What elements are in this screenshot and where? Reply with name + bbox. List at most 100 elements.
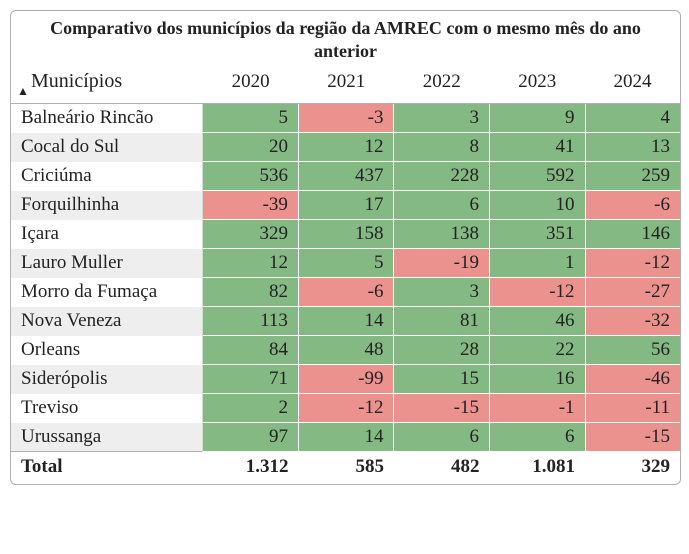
table-row: Içara329158138351146: [11, 220, 680, 249]
value-cell: 12: [203, 249, 299, 278]
value-cell: 5: [203, 104, 299, 133]
total-2021: 585: [298, 452, 394, 485]
total-label: Total: [11, 452, 203, 485]
table-row: Cocal do Sul201284113: [11, 133, 680, 162]
value-cell: -12: [490, 278, 586, 307]
value-cell: 6: [394, 191, 490, 220]
value-cell: -12: [585, 249, 680, 278]
municipio-name: Orleans: [11, 336, 203, 365]
total-row: Total 1.312 585 482 1.081 329: [11, 452, 680, 485]
total-2020: 1.312: [203, 452, 299, 485]
value-cell: 15: [394, 365, 490, 394]
value-cell: 158: [298, 220, 394, 249]
col-header-2024[interactable]: 2024: [585, 64, 680, 104]
value-cell: 84: [203, 336, 299, 365]
value-cell: 22: [490, 336, 586, 365]
value-cell: -6: [585, 191, 680, 220]
header-row: ▲ Municípios 2020 2021 2022 2023 2024: [11, 64, 680, 104]
municipio-name: Cocal do Sul: [11, 133, 203, 162]
table-row: Siderópolis71-991516-46: [11, 365, 680, 394]
municipio-name: Morro da Fumaça: [11, 278, 203, 307]
total-2022: 482: [394, 452, 490, 485]
col-header-2021[interactable]: 2021: [298, 64, 394, 104]
value-cell: 14: [298, 423, 394, 452]
value-cell: 3: [394, 104, 490, 133]
col-header-municipios[interactable]: ▲ Municípios: [11, 64, 203, 104]
col-header-2022[interactable]: 2022: [394, 64, 490, 104]
value-cell: -46: [585, 365, 680, 394]
value-cell: -99: [298, 365, 394, 394]
municipio-name: Balneário Rincão: [11, 104, 203, 133]
value-cell: 228: [394, 162, 490, 191]
value-cell: 56: [585, 336, 680, 365]
value-cell: 41: [490, 133, 586, 162]
value-cell: 8: [394, 133, 490, 162]
table-row: Nova Veneza113148146-32: [11, 307, 680, 336]
table-row: Criciúma536437228592259: [11, 162, 680, 191]
table-row: Forquilhinha-3917610-6: [11, 191, 680, 220]
total-2024: 329: [585, 452, 680, 485]
municipio-name: Içara: [11, 220, 203, 249]
col-header-2023[interactable]: 2023: [490, 64, 586, 104]
value-cell: 28: [394, 336, 490, 365]
value-cell: -1: [490, 394, 586, 423]
municipio-name: Treviso: [11, 394, 203, 423]
value-cell: 329: [203, 220, 299, 249]
table-row: Lauro Muller125-191-12: [11, 249, 680, 278]
table-body: Balneário Rincão5-3394Cocal do Sul201284…: [11, 104, 680, 452]
table-row: Orleans8448282256: [11, 336, 680, 365]
value-cell: 6: [490, 423, 586, 452]
table-title: Comparativo dos municípios da região da …: [11, 11, 680, 64]
value-cell: 81: [394, 307, 490, 336]
value-cell: -3: [298, 104, 394, 133]
value-cell: -32: [585, 307, 680, 336]
municipio-name: Nova Veneza: [11, 307, 203, 336]
value-cell: -6: [298, 278, 394, 307]
value-cell: 48: [298, 336, 394, 365]
value-cell: 437: [298, 162, 394, 191]
value-cell: -12: [298, 394, 394, 423]
total-2023: 1.081: [490, 452, 586, 485]
municipio-name: Lauro Muller: [11, 249, 203, 278]
value-cell: 13: [585, 133, 680, 162]
value-cell: 71: [203, 365, 299, 394]
value-cell: 10: [490, 191, 586, 220]
value-cell: 138: [394, 220, 490, 249]
municipio-name: Urussanga: [11, 423, 203, 452]
value-cell: 9: [490, 104, 586, 133]
value-cell: 5: [298, 249, 394, 278]
value-cell: 146: [585, 220, 680, 249]
value-cell: -11: [585, 394, 680, 423]
value-cell: 4: [585, 104, 680, 133]
value-cell: 3: [394, 278, 490, 307]
value-cell: 14: [298, 307, 394, 336]
table-row: Treviso2-12-15-1-11: [11, 394, 680, 423]
value-cell: 113: [203, 307, 299, 336]
value-cell: 6: [394, 423, 490, 452]
value-cell: -15: [394, 394, 490, 423]
sort-ascending-icon: ▲: [17, 84, 29, 99]
value-cell: -15: [585, 423, 680, 452]
municipio-name: Siderópolis: [11, 365, 203, 394]
value-cell: 97: [203, 423, 299, 452]
comparison-table-container: Comparativo dos municípios da região da …: [10, 10, 681, 485]
value-cell: -39: [203, 191, 299, 220]
value-cell: -19: [394, 249, 490, 278]
value-cell: 20: [203, 133, 299, 162]
value-cell: -27: [585, 278, 680, 307]
col-header-label: Municípios: [31, 70, 122, 92]
municipio-name: Criciúma: [11, 162, 203, 191]
table-row: Urussanga971466-15: [11, 423, 680, 452]
value-cell: 12: [298, 133, 394, 162]
comparison-table: ▲ Municípios 2020 2021 2022 2023 2024 Ba…: [11, 64, 680, 484]
value-cell: 1: [490, 249, 586, 278]
table-row: Balneário Rincão5-3394: [11, 104, 680, 133]
value-cell: 592: [490, 162, 586, 191]
value-cell: 16: [490, 365, 586, 394]
value-cell: 2: [203, 394, 299, 423]
value-cell: 46: [490, 307, 586, 336]
value-cell: 351: [490, 220, 586, 249]
table-row: Morro da Fumaça82-63-12-27: [11, 278, 680, 307]
col-header-2020[interactable]: 2020: [203, 64, 299, 104]
value-cell: 536: [203, 162, 299, 191]
